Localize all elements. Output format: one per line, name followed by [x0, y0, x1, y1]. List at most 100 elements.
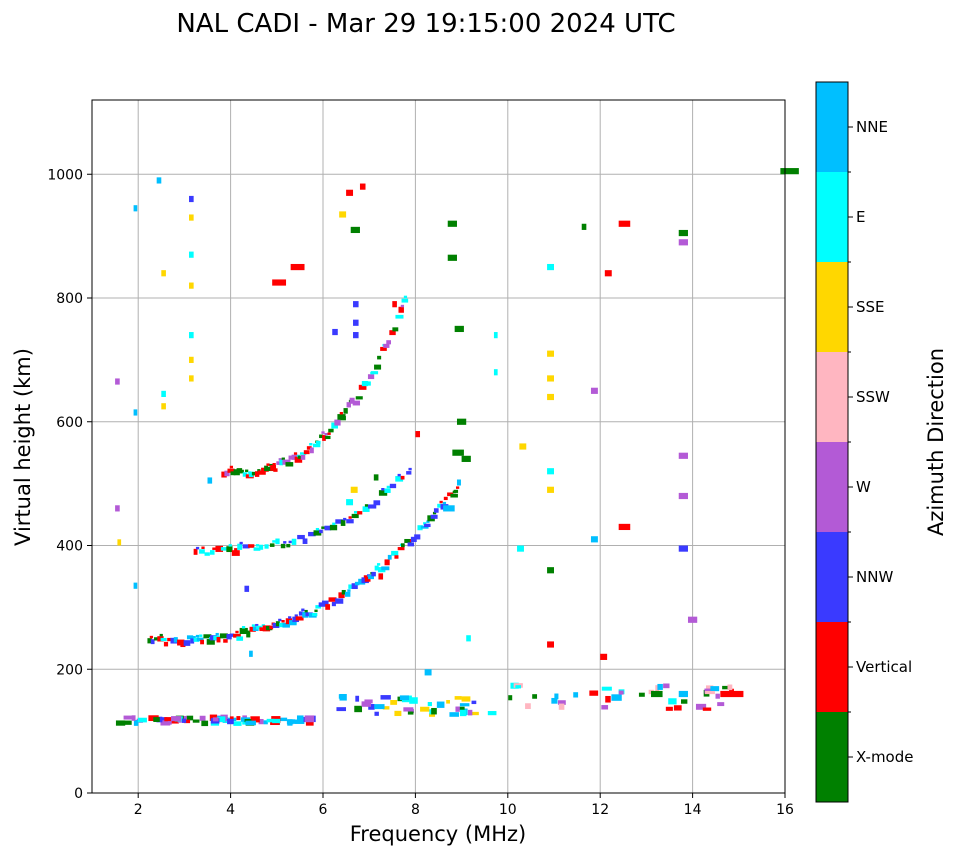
echo-point [357, 511, 363, 515]
echo-point [343, 408, 348, 414]
echo-point [235, 630, 239, 634]
echo-point [278, 458, 282, 461]
echo-point [423, 522, 427, 525]
echo-point [353, 319, 359, 326]
echo-point [309, 447, 314, 454]
echo-point [190, 638, 195, 644]
echo-point [381, 488, 385, 491]
echo-point [705, 690, 715, 695]
echo-point [420, 706, 430, 712]
echo-point [601, 705, 609, 710]
echo-point [339, 411, 343, 415]
echo-point [414, 534, 421, 540]
echo-point [272, 540, 276, 543]
echo-point [325, 435, 331, 440]
echo-point [401, 298, 409, 303]
echo-point [395, 314, 404, 319]
echo-point [392, 301, 397, 308]
echo-point [638, 692, 645, 697]
echo-point [517, 545, 524, 552]
echo-point [137, 717, 147, 723]
echo-point [408, 467, 412, 471]
echo-point [446, 699, 450, 704]
echo-point [236, 468, 243, 474]
echo-point [281, 457, 285, 461]
echo-point [384, 488, 391, 493]
echo-point [443, 496, 448, 501]
echo-point [199, 634, 203, 637]
echo-point [581, 223, 587, 230]
echo-point [290, 263, 305, 271]
echo-point [373, 474, 379, 481]
echo-point [663, 683, 670, 689]
echo-point [215, 632, 219, 636]
colorbar-label: Azimuth Direction [924, 348, 948, 536]
colorbar-category-label: E [856, 208, 865, 226]
colorbar: X-mode Vertical NNW W SSW SSE E NNE [815, 81, 913, 803]
echo-point [780, 168, 799, 175]
echo-point [272, 463, 276, 466]
echo-point [285, 462, 294, 467]
echo-point [313, 530, 322, 536]
echo-point [321, 600, 329, 606]
echo-point [233, 721, 242, 726]
echo-point [468, 711, 479, 716]
echo-point [618, 690, 624, 695]
echo-point [364, 381, 371, 386]
echo-point [459, 703, 470, 707]
echo-point [115, 720, 126, 726]
echo-point [458, 706, 465, 711]
echo-point [298, 611, 304, 616]
echo-point [257, 469, 261, 472]
echo-point [263, 720, 268, 725]
echo-point [309, 443, 313, 446]
echo-point [449, 712, 459, 717]
echo-point [324, 432, 328, 436]
echo-point [668, 698, 677, 705]
echo-point [374, 364, 382, 370]
echo-point [331, 601, 336, 607]
echo-point [618, 220, 631, 227]
echo-point [447, 220, 457, 227]
echo-point [229, 633, 235, 637]
echo-point [295, 616, 304, 621]
echo-point [189, 356, 194, 363]
echo-point [264, 544, 269, 549]
echo-point [493, 332, 498, 339]
y-tick-label: 400 [56, 539, 83, 555]
echo-point [678, 452, 688, 459]
echo-point [236, 636, 244, 641]
echo-point [227, 468, 235, 473]
echo-point [350, 226, 360, 234]
x-tick-label: 10 [499, 802, 517, 818]
echo-point [346, 499, 354, 506]
echo-point [308, 531, 316, 537]
echo-point [227, 718, 234, 725]
echo-point [237, 543, 243, 550]
echo-point [180, 641, 186, 648]
echo-point [244, 585, 250, 592]
echo-point [471, 700, 477, 705]
echo-point [373, 500, 381, 506]
echo-point [380, 695, 391, 700]
grid [92, 100, 786, 794]
echo-point [374, 711, 379, 716]
echo-point [395, 476, 404, 482]
echo-point [325, 604, 331, 610]
echo-point [678, 229, 688, 237]
echo-point [212, 717, 219, 722]
echo-point [286, 543, 291, 548]
echo-point [362, 506, 370, 512]
echo-point [358, 384, 367, 390]
echo-point [201, 720, 209, 727]
echo-point [220, 547, 229, 551]
echo-point [455, 706, 460, 712]
y-tick-label: 200 [56, 662, 83, 678]
echo-point [315, 527, 320, 531]
echo-point [115, 378, 120, 385]
echo-point [288, 616, 292, 619]
echo-point [350, 486, 358, 493]
echo-point [348, 516, 352, 519]
echo-point [233, 633, 241, 638]
